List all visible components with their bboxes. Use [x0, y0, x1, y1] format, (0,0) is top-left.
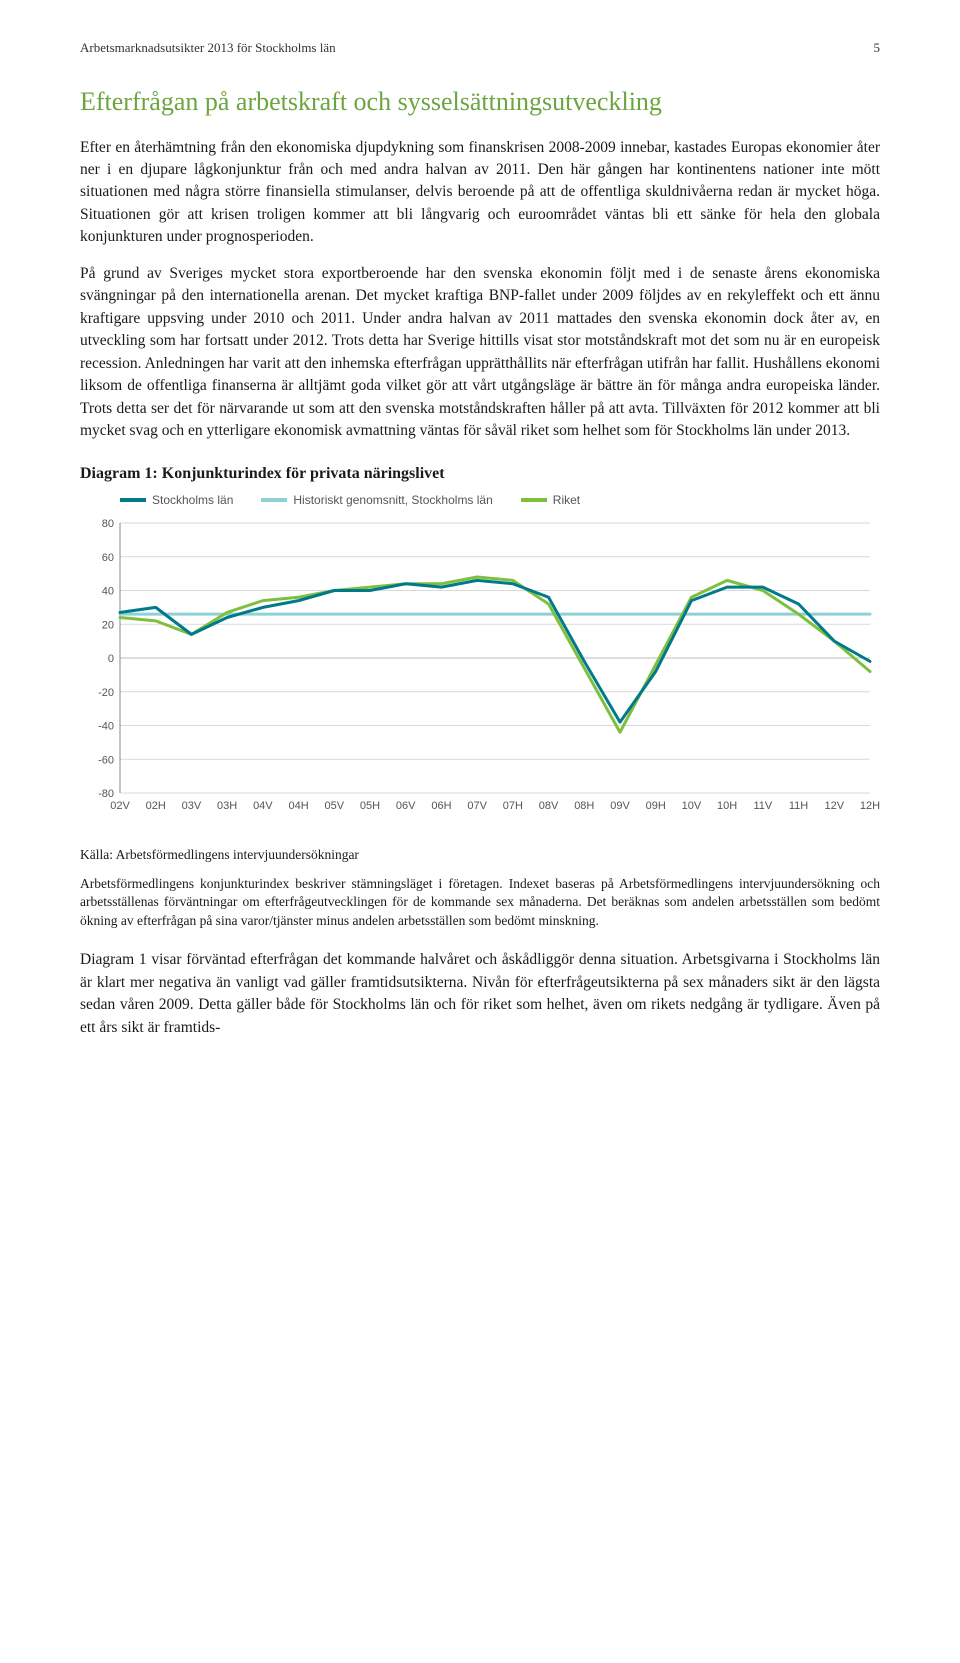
- svg-text:20: 20: [102, 619, 114, 631]
- svg-text:07V: 07V: [467, 800, 487, 812]
- series-riket: [120, 577, 870, 732]
- svg-text:12V: 12V: [824, 800, 844, 812]
- svg-text:05H: 05H: [360, 800, 380, 812]
- legend-item-stockholm: Stockholms län: [120, 493, 233, 507]
- legend-swatch: [261, 498, 287, 502]
- svg-text:11V: 11V: [753, 800, 772, 812]
- svg-text:06H: 06H: [431, 800, 451, 812]
- svg-text:04V: 04V: [253, 800, 273, 812]
- chart: -80 -60 -40 -20 0 20 40 60 80 02V 02H 03V 03H 04V 04H 0…: [80, 513, 880, 823]
- svg-text:04H: 04H: [288, 800, 308, 812]
- chart-legend: Stockholms län Historiskt genomsnitt, St…: [120, 493, 880, 507]
- page: Arbetsmarknadsutsikter 2013 för Stockhol…: [0, 0, 960, 1093]
- svg-text:03H: 03H: [217, 800, 237, 812]
- running-header: Arbetsmarknadsutsikter 2013 för Stockhol…: [80, 40, 880, 56]
- chart-title: Diagram 1: Konjunkturindex för privata n…: [80, 465, 880, 483]
- svg-text:-20: -20: [98, 686, 114, 698]
- svg-text:60: 60: [102, 551, 114, 563]
- svg-text:10V: 10V: [682, 800, 702, 812]
- svg-text:-40: -40: [98, 720, 114, 732]
- svg-text:11H: 11H: [789, 800, 808, 812]
- page-number: 5: [874, 40, 881, 56]
- section-title: Efterfrågan på arbetskraft och sysselsät…: [80, 86, 880, 119]
- svg-text:09H: 09H: [646, 800, 666, 812]
- svg-text:09V: 09V: [610, 800, 630, 812]
- svg-text:06V: 06V: [396, 800, 416, 812]
- svg-text:10H: 10H: [717, 800, 737, 812]
- svg-text:12H: 12H: [860, 800, 880, 812]
- legend-swatch: [521, 498, 547, 502]
- svg-text:40: 40: [102, 585, 114, 597]
- chart-footnote: Arbetsförmedlingens konjunkturindex besk…: [80, 875, 880, 932]
- legend-label: Stockholms län: [152, 493, 233, 507]
- svg-text:02V: 02V: [110, 800, 130, 812]
- svg-text:-80: -80: [98, 788, 114, 800]
- series-stockholm: [120, 580, 870, 722]
- closing-paragraph: Diagram 1 visar förväntad efterfrågan de…: [80, 949, 880, 1039]
- chart-svg: -80 -60 -40 -20 0 20 40 60 80 02V 02H 03V 03H 04V 04H 0…: [80, 513, 880, 823]
- svg-text:05V: 05V: [324, 800, 344, 812]
- svg-text:08V: 08V: [539, 800, 559, 812]
- legend-label: Historiskt genomsnitt, Stockholms län: [293, 493, 492, 507]
- legend-item-histavg: Historiskt genomsnitt, Stockholms län: [261, 493, 492, 507]
- svg-text:02H: 02H: [146, 800, 166, 812]
- svg-text:80: 80: [102, 518, 114, 530]
- legend-label: Riket: [553, 493, 580, 507]
- running-title: Arbetsmarknadsutsikter 2013 för Stockhol…: [80, 40, 336, 55]
- svg-text:03V: 03V: [182, 800, 202, 812]
- svg-text:08H: 08H: [574, 800, 594, 812]
- svg-text:0: 0: [108, 653, 114, 665]
- paragraph-2: På grund av Sveriges mycket stora export…: [80, 263, 880, 443]
- paragraph-1: Efter en återhämtning från den ekonomisk…: [80, 137, 880, 249]
- svg-text:-60: -60: [98, 754, 114, 766]
- legend-swatch: [120, 498, 146, 502]
- svg-text:07H: 07H: [503, 800, 523, 812]
- chart-source: Källa: Arbetsförmedlingens intervjuunder…: [80, 847, 880, 863]
- legend-item-riket: Riket: [521, 493, 580, 507]
